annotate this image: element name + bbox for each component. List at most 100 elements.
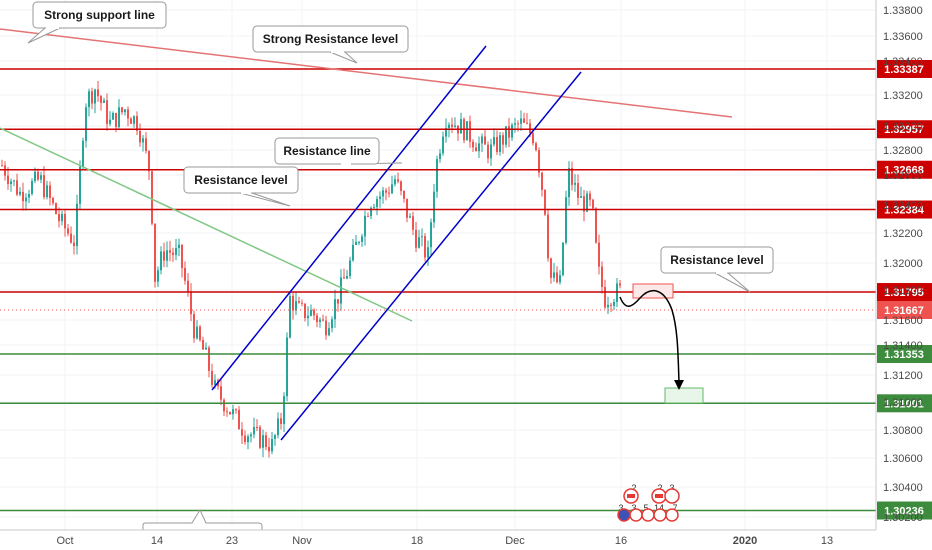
candle-body [127, 109, 129, 119]
candle-body [244, 435, 246, 443]
callout-label: Strong Resistance level [263, 32, 398, 46]
candle-body [274, 435, 276, 439]
candle-body [187, 280, 189, 292]
candle-body [199, 326, 201, 340]
candle-body [181, 244, 183, 268]
callout-label: Strong support line [44, 8, 155, 22]
candle-body [136, 116, 138, 131]
event-count: 3 [631, 503, 636, 513]
event-flag-icon[interactable] [641, 508, 655, 522]
candle-body [268, 447, 270, 452]
candle-body [286, 337, 288, 397]
candle-body [580, 196, 582, 198]
callout-box[interactable] [274, 137, 380, 165]
candle-body [391, 184, 393, 194]
candle-body [451, 124, 453, 127]
candle-body [604, 286, 606, 308]
strong-resistance-trendline[interactable] [0, 28, 733, 118]
event-count: 2 [657, 483, 662, 493]
y-tick-label: 1.33400 [883, 56, 923, 68]
candle-body [67, 228, 69, 234]
candle-body [367, 215, 369, 217]
price-tag [877, 501, 932, 520]
y-tick-label: 1.33000 [883, 121, 923, 133]
callout-box[interactable] [252, 25, 409, 53]
event-flag-icon[interactable] [653, 508, 667, 522]
candle-body [520, 118, 522, 124]
candle-body [484, 136, 486, 145]
y-tick-label: 1.32800 [883, 145, 923, 157]
candle-body [205, 347, 207, 350]
candle-body [37, 171, 39, 180]
candle-body [7, 175, 9, 185]
drawings [0, 28, 733, 441]
candle-body [241, 429, 243, 436]
candle-body [553, 272, 555, 278]
candle-body [598, 242, 600, 267]
candle-body [430, 222, 432, 248]
candle-body [502, 135, 504, 145]
event-count: 3 [669, 483, 674, 493]
candle-body [469, 121, 471, 142]
channel-lower-line[interactable] [280, 71, 582, 441]
y-tick-label: 1.30800 [883, 425, 923, 437]
candle-body [424, 236, 426, 258]
candle-body [547, 214, 549, 259]
candle-body [253, 427, 255, 435]
candle-body [130, 118, 132, 124]
candle-body [94, 89, 96, 104]
candles [1, 80, 621, 458]
channel-upper-line[interactable] [211, 45, 487, 391]
candle-body [115, 112, 117, 127]
callout-box[interactable] [32, 1, 167, 29]
candle-body [400, 181, 402, 191]
candle-body [619, 283, 621, 286]
event-flag-icon[interactable] [617, 508, 631, 522]
horizontal-levels: 1.33387 1.32957 1.32668 1.32384 1.31795 1.313… [0, 59, 932, 520]
candle-body [592, 199, 594, 209]
candle-body [175, 248, 177, 255]
callout-label: Resistance level [670, 253, 763, 267]
forecast-path [619, 289, 680, 383]
candle-body [88, 91, 90, 108]
x-tick-label: 16 [615, 535, 627, 547]
x-tick-label: 18 [411, 535, 423, 547]
candle-body [442, 136, 444, 154]
candle-body [73, 242, 75, 247]
event-flag-icon[interactable] [629, 508, 643, 522]
candle-body [421, 236, 423, 238]
event-flag-icon[interactable] [664, 488, 680, 504]
candle-body [310, 309, 312, 316]
candle-body [331, 319, 333, 329]
candle-body [412, 216, 414, 230]
candle-body [247, 436, 249, 443]
price-tag [877, 394, 932, 413]
candle-body [583, 196, 585, 212]
callout-label: Resistance line [283, 144, 371, 158]
price-tag-label: 1.30236 [884, 506, 924, 518]
candle-body [28, 193, 30, 198]
candle-body [76, 203, 78, 247]
candle-body [487, 144, 489, 159]
candle-body [388, 192, 390, 194]
candle-body [550, 258, 552, 278]
candle-body [40, 175, 42, 180]
candle-body [166, 250, 168, 261]
price-tag [877, 200, 932, 219]
candle-body [490, 144, 492, 159]
candle-body [31, 181, 33, 194]
candle-body [91, 91, 93, 104]
candle-body [211, 370, 213, 385]
candle-body [148, 151, 150, 172]
candle-body [499, 135, 501, 152]
event-count: 7 [672, 503, 677, 513]
candle-body [265, 435, 267, 448]
event-flag-icon[interactable] [665, 508, 679, 522]
candle-body [34, 171, 36, 182]
candle-body [85, 107, 87, 141]
support-trendline[interactable] [0, 127, 413, 322]
candle-body [232, 409, 234, 415]
y-tick-label: 1.33800 [883, 5, 923, 17]
candle-body [190, 291, 192, 315]
